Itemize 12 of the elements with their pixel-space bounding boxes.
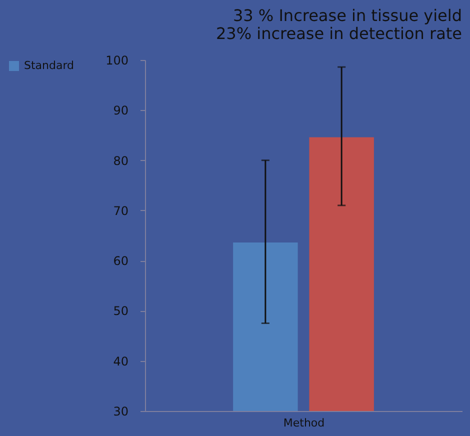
text: 23% increase in detection rate [216,24,462,43]
y-tick-label: 70 [113,204,128,218]
y-tick-label: 40 [113,354,128,368]
y-tick-label: 60 [113,254,128,268]
y-tick-label: 80 [113,154,128,168]
y-tick-label: 30 [113,404,128,418]
y-tick-label: 100 [106,54,128,68]
y-tick-label: 90 [113,104,128,118]
legend-label: Standard [24,59,74,72]
text: 33 % Increase in tissue yield [232,6,462,25]
y-tick-label: 50 [113,304,128,318]
x-axis-title: Method [283,416,325,430]
